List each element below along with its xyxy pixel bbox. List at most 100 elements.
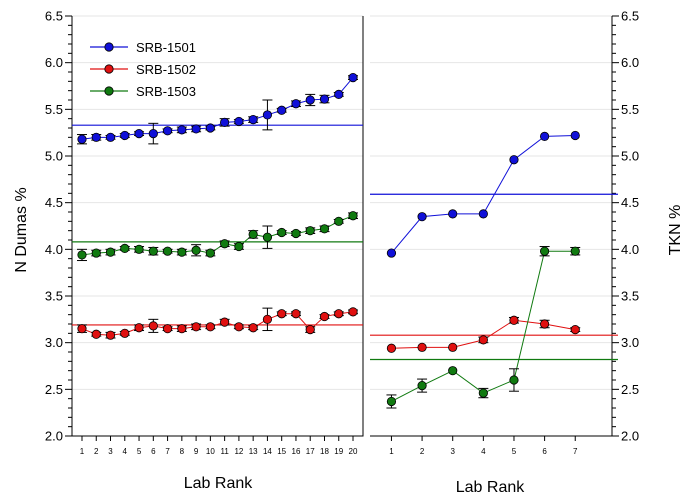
- panel-1: 2.02.53.03.54.04.55.05.56.06.51 2 3 4 5 6 7 8 9 1…: [13, 9, 364, 492]
- x-tick-label: 14: [263, 447, 272, 456]
- data-point: [277, 105, 287, 115]
- x-tick-label: 8: [180, 447, 185, 456]
- data-point: [291, 99, 301, 109]
- data-point: [386, 248, 397, 258]
- x-tick-label: 19: [334, 447, 343, 456]
- data-point: [162, 246, 173, 256]
- data-point: [509, 315, 519, 325]
- data-point: [417, 380, 427, 391]
- y-tick-label: 6.5: [45, 9, 63, 24]
- panel-2: 2.0 2.5 3.0 3.5 4.0 4.5 5.0 5.5 6.0 6.5 1 2 3 4 5 6 7 Lab…: [370, 9, 684, 496]
- data-point: [77, 324, 87, 334]
- data-point: [177, 247, 187, 257]
- data-point: [417, 212, 427, 222]
- legend-label: SRB-1501: [136, 40, 196, 55]
- data-point: [291, 228, 301, 239]
- data-point: [386, 396, 397, 407]
- x-tick-label: 20: [349, 447, 358, 456]
- data-point: [478, 388, 488, 398]
- x-tick-label: 16: [292, 447, 301, 456]
- data-point: [191, 245, 201, 255]
- legend-marker: [104, 86, 114, 96]
- data-point: [134, 244, 144, 254]
- legend-marker: [104, 42, 114, 52]
- x-tick-label: 15: [277, 447, 286, 456]
- data-point: [234, 322, 244, 332]
- y-tick-label: 5.5: [45, 102, 63, 117]
- x-tick-label: 7: [573, 447, 578, 456]
- data-point: [77, 250, 87, 260]
- data-point: [334, 216, 344, 226]
- x-tick-label: 5: [137, 447, 142, 456]
- data-point: [248, 323, 258, 333]
- y-tick-label: 2.5: [45, 382, 63, 397]
- data-point: [91, 248, 101, 258]
- data-point: [134, 323, 144, 333]
- data-point: [120, 328, 130, 338]
- x-axis-title: Lab Rank: [456, 479, 525, 496]
- legend-label: SRB-1502: [136, 62, 196, 77]
- series-srb-1503: [370, 246, 618, 409]
- data-point: [448, 209, 458, 219]
- data-point: [234, 116, 244, 127]
- data-point: [291, 309, 301, 319]
- data-point: [205, 248, 215, 258]
- x-tick-label: 5: [512, 447, 517, 456]
- data-point: [540, 131, 550, 141]
- y-tick-label: 6.5: [621, 9, 639, 24]
- data-point: [386, 343, 397, 353]
- data-point: [191, 124, 201, 134]
- y-tick-label: 3.5: [621, 289, 639, 304]
- series-srb-1502: [370, 315, 618, 353]
- x-tick-label: 11: [220, 447, 229, 456]
- data-point: [305, 95, 315, 105]
- data-point: [77, 134, 87, 144]
- y-tick-label: 6.0: [621, 55, 639, 70]
- data-point: [277, 227, 287, 238]
- data-point: [334, 89, 344, 100]
- x-tick-label: 18: [320, 447, 329, 456]
- data-point: [348, 73, 358, 83]
- y-tick-label: 2.5: [621, 382, 639, 397]
- data-point: [540, 319, 550, 329]
- data-point: [540, 246, 550, 256]
- y-tick-label: 3.5: [45, 289, 63, 304]
- data-point: [91, 132, 101, 142]
- x-tick-label: 2: [94, 447, 99, 456]
- data-point: [417, 342, 427, 352]
- data-point: [177, 125, 187, 135]
- data-point: [570, 130, 580, 141]
- data-point: [120, 243, 130, 253]
- series-line: [81, 77, 354, 140]
- data-point: [177, 324, 187, 334]
- x-tick-label: 12: [234, 447, 243, 456]
- x-tick-label: 6: [542, 447, 547, 456]
- data-point: [105, 247, 116, 257]
- legend-marker: [104, 64, 114, 74]
- data-point: [509, 155, 519, 165]
- data-point: [478, 209, 488, 219]
- data-point: [248, 229, 258, 239]
- data-point: [162, 126, 173, 136]
- plot-frame: [71, 16, 364, 437]
- data-point: [191, 322, 201, 332]
- x-axis-title: Lab Rank: [184, 475, 253, 492]
- plot-frame: [370, 16, 613, 437]
- data-point: [262, 314, 273, 324]
- data-point: [248, 115, 258, 125]
- data-point: [262, 110, 273, 120]
- data-point: [105, 330, 116, 340]
- data-point: [319, 224, 330, 234]
- x-tick-label: 9: [194, 447, 199, 456]
- y-tick-label: 5.0: [621, 149, 639, 164]
- y-tick-label: 4.5: [45, 195, 63, 210]
- data-point: [105, 132, 116, 142]
- x-tick-label: 4: [481, 447, 486, 456]
- data-point: [319, 94, 330, 104]
- data-point: [448, 342, 458, 352]
- y-tick-label: 2.0: [621, 429, 639, 444]
- x-tick-label: 10: [206, 447, 215, 456]
- y-tick-label: 4.0: [621, 242, 639, 257]
